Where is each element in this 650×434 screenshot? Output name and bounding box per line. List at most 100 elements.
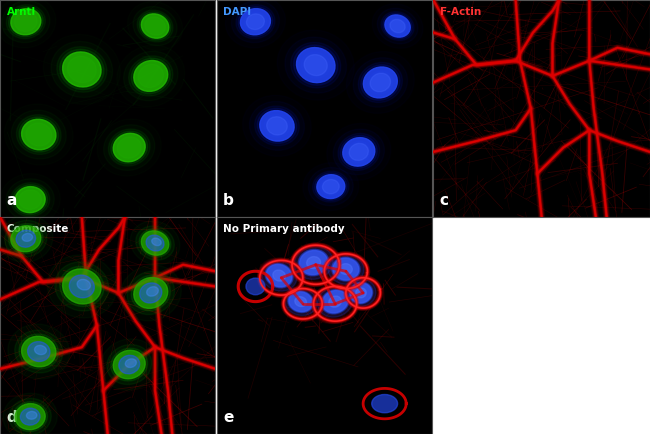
- Ellipse shape: [15, 187, 46, 213]
- Ellipse shape: [11, 110, 66, 159]
- Ellipse shape: [246, 14, 265, 30]
- Ellipse shape: [5, 220, 47, 257]
- Ellipse shape: [288, 291, 313, 312]
- Ellipse shape: [9, 398, 51, 434]
- Ellipse shape: [304, 55, 328, 76]
- Ellipse shape: [339, 263, 352, 275]
- Ellipse shape: [2, 1, 50, 43]
- Ellipse shape: [140, 283, 162, 303]
- Ellipse shape: [60, 266, 104, 306]
- Ellipse shape: [125, 359, 136, 368]
- Text: c: c: [440, 193, 449, 208]
- Ellipse shape: [134, 277, 168, 309]
- Ellipse shape: [14, 12, 37, 32]
- Ellipse shape: [19, 117, 58, 152]
- Ellipse shape: [6, 179, 54, 220]
- Ellipse shape: [322, 179, 339, 194]
- Ellipse shape: [370, 73, 391, 92]
- Ellipse shape: [300, 250, 328, 275]
- Ellipse shape: [107, 345, 151, 385]
- Ellipse shape: [313, 171, 349, 202]
- Ellipse shape: [16, 115, 61, 155]
- Ellipse shape: [302, 52, 330, 78]
- Ellipse shape: [6, 5, 46, 39]
- Ellipse shape: [8, 324, 70, 379]
- Ellipse shape: [343, 138, 375, 166]
- Ellipse shape: [333, 258, 359, 280]
- Text: e: e: [223, 410, 233, 425]
- Ellipse shape: [291, 43, 341, 88]
- Ellipse shape: [145, 17, 165, 35]
- Ellipse shape: [294, 45, 338, 85]
- Ellipse shape: [21, 119, 56, 150]
- Ellipse shape: [141, 231, 169, 255]
- Ellipse shape: [8, 7, 43, 37]
- Ellipse shape: [328, 254, 364, 284]
- Ellipse shape: [13, 401, 47, 432]
- Ellipse shape: [111, 348, 148, 381]
- Text: F-Actin: F-Actin: [440, 7, 481, 16]
- Ellipse shape: [129, 56, 173, 96]
- Ellipse shape: [317, 286, 353, 317]
- Ellipse shape: [294, 246, 333, 279]
- Ellipse shape: [15, 404, 46, 430]
- Ellipse shape: [346, 279, 376, 307]
- Ellipse shape: [258, 258, 304, 297]
- Ellipse shape: [27, 411, 37, 419]
- Ellipse shape: [240, 9, 270, 35]
- Ellipse shape: [13, 184, 47, 215]
- Ellipse shape: [265, 263, 293, 288]
- Ellipse shape: [130, 221, 180, 265]
- Ellipse shape: [138, 64, 164, 88]
- Ellipse shape: [22, 233, 32, 241]
- Ellipse shape: [273, 270, 285, 281]
- Ellipse shape: [109, 129, 150, 166]
- Ellipse shape: [117, 137, 141, 158]
- Ellipse shape: [131, 275, 170, 311]
- Ellipse shape: [131, 58, 170, 94]
- Ellipse shape: [60, 49, 104, 89]
- Ellipse shape: [356, 288, 367, 298]
- Ellipse shape: [139, 229, 171, 257]
- Ellipse shape: [322, 252, 370, 290]
- Ellipse shape: [19, 334, 58, 369]
- Ellipse shape: [317, 174, 345, 199]
- Ellipse shape: [0, 215, 53, 262]
- Ellipse shape: [141, 14, 169, 38]
- Ellipse shape: [290, 243, 342, 286]
- Ellipse shape: [344, 276, 382, 310]
- Ellipse shape: [151, 238, 161, 246]
- Ellipse shape: [20, 408, 40, 425]
- Ellipse shape: [246, 278, 265, 295]
- Ellipse shape: [368, 71, 393, 94]
- Ellipse shape: [285, 37, 346, 93]
- Ellipse shape: [3, 393, 57, 434]
- Ellipse shape: [309, 168, 353, 206]
- Ellipse shape: [113, 350, 145, 379]
- Ellipse shape: [260, 111, 294, 141]
- Ellipse shape: [295, 297, 307, 306]
- Ellipse shape: [358, 62, 402, 102]
- Ellipse shape: [8, 224, 43, 254]
- Ellipse shape: [11, 9, 41, 35]
- Ellipse shape: [381, 12, 414, 40]
- Ellipse shape: [136, 226, 174, 260]
- Ellipse shape: [257, 108, 296, 143]
- Ellipse shape: [139, 12, 171, 40]
- Ellipse shape: [264, 115, 290, 137]
- Ellipse shape: [332, 257, 360, 281]
- Ellipse shape: [315, 173, 347, 201]
- Ellipse shape: [77, 279, 90, 290]
- Ellipse shape: [390, 20, 405, 33]
- Ellipse shape: [62, 269, 101, 304]
- Ellipse shape: [338, 133, 380, 171]
- Text: b: b: [223, 193, 234, 208]
- Ellipse shape: [261, 260, 297, 291]
- Ellipse shape: [147, 287, 159, 296]
- Ellipse shape: [298, 250, 329, 276]
- Text: Arntl: Arntl: [6, 7, 36, 16]
- Ellipse shape: [62, 52, 101, 87]
- Ellipse shape: [51, 41, 112, 98]
- Ellipse shape: [70, 275, 94, 298]
- Ellipse shape: [255, 106, 299, 146]
